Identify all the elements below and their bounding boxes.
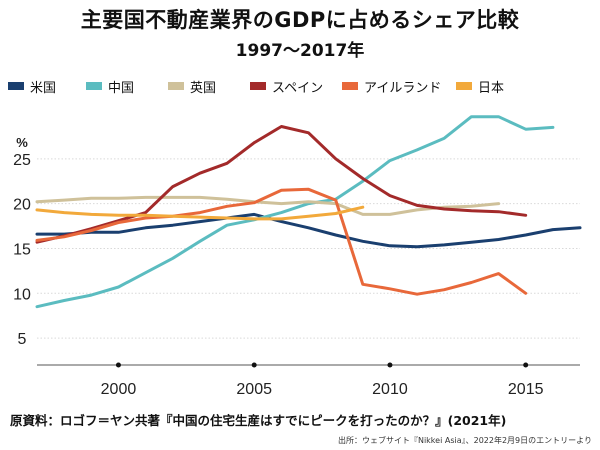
- chart-area: 5 10 15 20 25% 2000 2005 2010 2015: [0, 100, 600, 405]
- y-tick-label: 20: [13, 197, 31, 214]
- x-tick-label: 2000: [101, 381, 137, 398]
- x-tick-mark-2000: [115, 362, 121, 368]
- legend-item-china: 中国: [86, 76, 134, 96]
- legend-swatch-spain: [250, 82, 266, 90]
- series-line-5: [35, 205, 365, 221]
- x-tick-label: 2015: [508, 381, 544, 398]
- series-line-4: [35, 187, 528, 296]
- x-tick-mark-2005: [251, 362, 257, 368]
- y-tick-label: 10: [13, 286, 31, 303]
- x-tick-label: 2005: [236, 381, 272, 398]
- series-line-1: [35, 115, 555, 309]
- chart-title: 主要国不動産業界のGDPに占めるシェア比較: [80, 8, 520, 32]
- legend-label-spain: スペイン: [272, 80, 324, 96]
- x-tick-label: 2010: [372, 381, 408, 398]
- legend-item-japan: 日本: [456, 76, 504, 96]
- legend-label-us: 米国: [30, 80, 57, 96]
- series-line-3: [35, 125, 528, 244]
- legend-swatch-china: [86, 82, 102, 90]
- y-tick-label: 15: [13, 241, 31, 258]
- legend-item-uk: 英国: [168, 76, 216, 96]
- legend-swatch-ireland: [342, 82, 358, 90]
- x-tick-mark-2010: [387, 362, 393, 368]
- series-line-2: [35, 195, 501, 216]
- legend: 米国 中国 英国 スペイン アイルランド 日本: [8, 76, 598, 96]
- x-tick-mark-2015: [523, 362, 529, 368]
- series-line-0: [35, 212, 582, 249]
- legend-swatch-us: [8, 82, 24, 90]
- legend-label-china: 中国: [108, 80, 135, 96]
- legend-label-japan: 日本: [478, 80, 505, 96]
- y-tick-label: 25: [13, 152, 31, 169]
- legend-label-uk: 英国: [190, 80, 217, 96]
- legend-swatch-japan: [456, 82, 472, 90]
- legend-swatch-uk: [168, 82, 184, 90]
- legend-label-ireland: アイルランド: [364, 80, 442, 96]
- legend-item-us: 米国: [8, 76, 56, 96]
- source-note: 原資料：ロゴフ＝ヤン共著『中国の住宅生産はすでにピークを打ったのか？』(2021…: [10, 413, 507, 428]
- legend-item-ireland: アイルランド: [342, 76, 441, 96]
- legend-item-spain: スペイン: [250, 76, 323, 96]
- y-axis-unit-label: %: [16, 135, 28, 150]
- credit-note: 出所：ウェブサイト『Nikkei Asia』、2022年2月9日のエントリーより: [337, 436, 592, 445]
- line-chart: 5 10 15 20 25% 2000 2005 2010 2015: [13, 115, 582, 398]
- y-tick-label: 5: [18, 331, 27, 348]
- chart-subtitle: 1997〜2017年: [235, 41, 365, 61]
